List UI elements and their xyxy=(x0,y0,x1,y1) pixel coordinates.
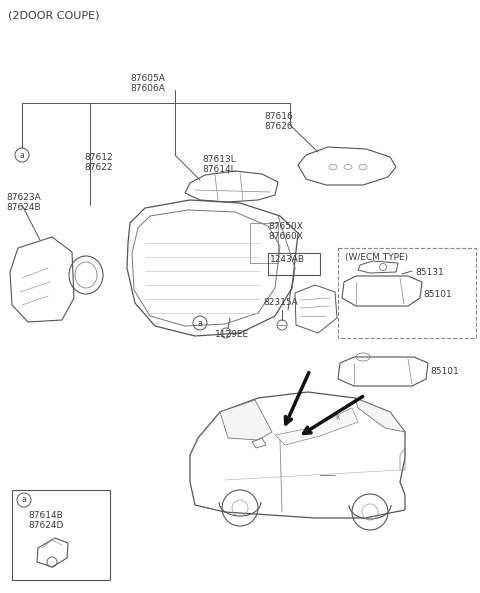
Text: 1243AB: 1243AB xyxy=(270,255,305,264)
Text: 87612
87622: 87612 87622 xyxy=(84,153,113,173)
Bar xyxy=(268,253,320,275)
Polygon shape xyxy=(355,398,405,432)
Polygon shape xyxy=(220,400,272,440)
Text: 87650X
87660X: 87650X 87660X xyxy=(268,222,303,241)
Text: 85131: 85131 xyxy=(415,268,444,277)
Text: a: a xyxy=(22,496,26,505)
Text: 87623A
87624B: 87623A 87624B xyxy=(6,193,41,212)
Text: (2DOOR COUPE): (2DOOR COUPE) xyxy=(8,10,99,20)
Text: 82315A: 82315A xyxy=(263,298,298,307)
Text: 87616
87626: 87616 87626 xyxy=(264,112,293,132)
Bar xyxy=(12,490,110,580)
Text: a: a xyxy=(198,318,203,327)
Polygon shape xyxy=(275,408,358,445)
Text: a: a xyxy=(20,151,24,160)
Text: 85101: 85101 xyxy=(430,367,459,376)
Bar xyxy=(250,223,278,263)
Text: 85101: 85101 xyxy=(423,290,452,299)
Text: 87614B
87624D: 87614B 87624D xyxy=(28,511,63,530)
Text: κ: κ xyxy=(336,413,340,422)
Text: 87605A
87606A: 87605A 87606A xyxy=(131,74,166,94)
Text: 1129EE: 1129EE xyxy=(215,330,249,339)
Text: (W/ECM TYPE): (W/ECM TYPE) xyxy=(345,253,408,262)
Text: 87613L
87614L: 87613L 87614L xyxy=(202,155,236,174)
Bar xyxy=(338,248,476,338)
